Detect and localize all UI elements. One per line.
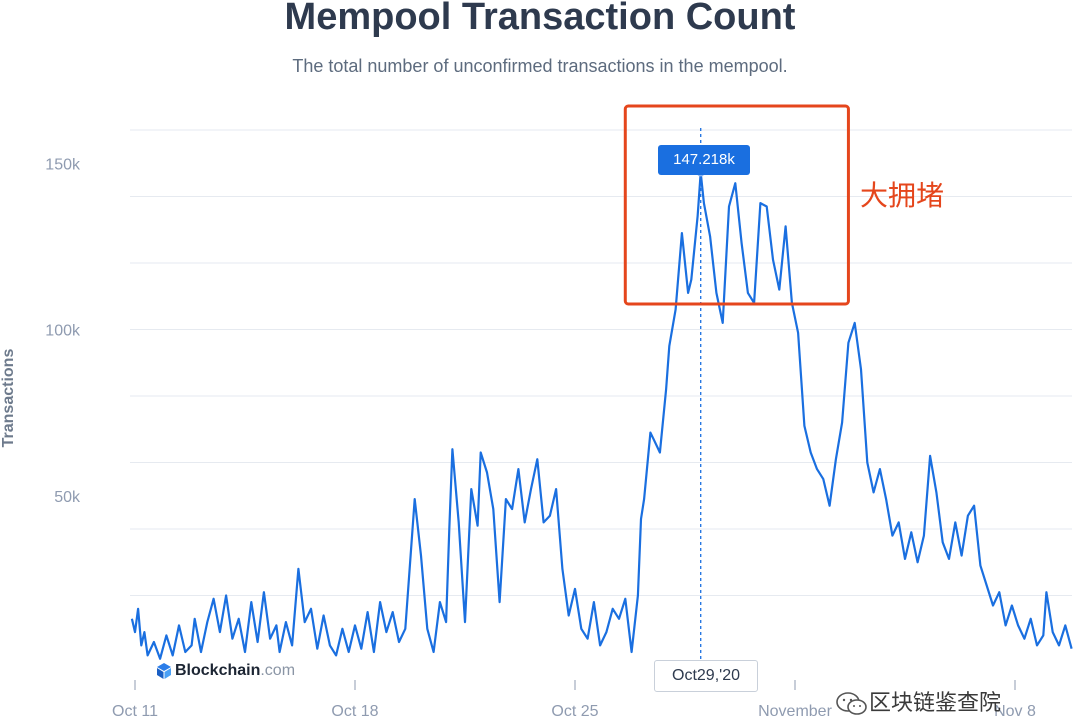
y-tick-label: 100k — [45, 323, 81, 340]
wechat-watermark: 区块链鉴查院 — [835, 685, 1001, 717]
wechat-icon — [836, 692, 867, 715]
hover-date-label: Oct29,'20 — [654, 660, 758, 692]
blockchain-brand: Blockchain.com — [155, 662, 295, 680]
x-tick-label: Oct 18 — [331, 703, 378, 720]
chart-subtitle: The total number of unconfirmed transact… — [292, 56, 788, 76]
chart-title: Mempool Transaction Count — [284, 0, 796, 38]
y-tick-label: 150k — [45, 156, 81, 173]
y-tick-label: 50k — [54, 489, 81, 506]
brand-tld: .com — [260, 662, 296, 679]
x-tick-label: November — [758, 703, 832, 720]
congestion-annotation: 大拥堵 — [860, 179, 945, 212]
x-tick-label: Oct 25 — [551, 703, 598, 720]
series-line — [130, 171, 1073, 660]
hover-value-tooltip: 147.218k — [658, 145, 750, 175]
y-axis-label: Transactions — [0, 348, 17, 448]
blockchain-logo-icon — [157, 663, 171, 679]
x-tick-label: Nov 8 — [994, 703, 1036, 720]
x-tick-label: Oct 11 — [112, 703, 158, 720]
brand-name: Blockchain — [175, 662, 261, 679]
congestion-highlight-box — [623, 104, 850, 306]
watermark-text: 区块链鉴查院 — [869, 691, 1002, 716]
